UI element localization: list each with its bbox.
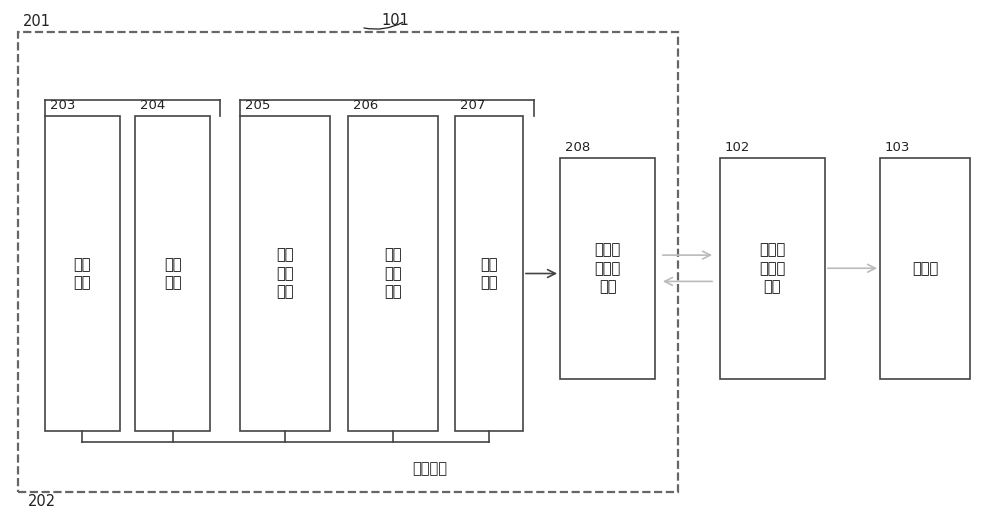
Text: 202: 202 xyxy=(28,494,56,510)
Text: 201: 201 xyxy=(23,14,51,29)
Text: 102: 102 xyxy=(725,140,750,154)
Text: 103: 103 xyxy=(885,140,910,154)
Bar xyxy=(455,116,523,431)
Bar xyxy=(18,32,678,492)
Text: 保护
电路: 保护 电路 xyxy=(164,257,181,290)
Text: 206: 206 xyxy=(353,98,378,112)
Bar xyxy=(880,158,970,379)
Bar xyxy=(720,158,825,379)
Text: 207: 207 xyxy=(460,98,485,112)
Bar xyxy=(240,116,330,431)
Text: 205: 205 xyxy=(245,98,270,112)
Text: 微处
理器: 微处 理器 xyxy=(480,257,498,290)
Text: 无线数
据接收
模块: 无线数 据接收 模块 xyxy=(759,242,786,295)
Text: 101: 101 xyxy=(381,13,409,28)
Text: 无线数
据传输
电路: 无线数 据传输 电路 xyxy=(594,242,621,295)
Text: 测量模块: 测量模块 xyxy=(413,461,448,476)
Bar xyxy=(560,158,655,379)
Text: 208: 208 xyxy=(565,140,590,154)
Bar xyxy=(45,116,120,431)
Text: 204: 204 xyxy=(140,98,165,112)
Text: 整形
电路: 整形 电路 xyxy=(74,257,91,290)
Text: 上位机: 上位机 xyxy=(912,261,938,276)
Text: 203: 203 xyxy=(50,98,75,112)
Text: 真有
效值
电路: 真有 效值 电路 xyxy=(384,247,402,300)
Bar xyxy=(348,116,438,431)
Bar xyxy=(135,116,210,431)
Text: 光电
隔离
电路: 光电 隔离 电路 xyxy=(276,247,294,300)
